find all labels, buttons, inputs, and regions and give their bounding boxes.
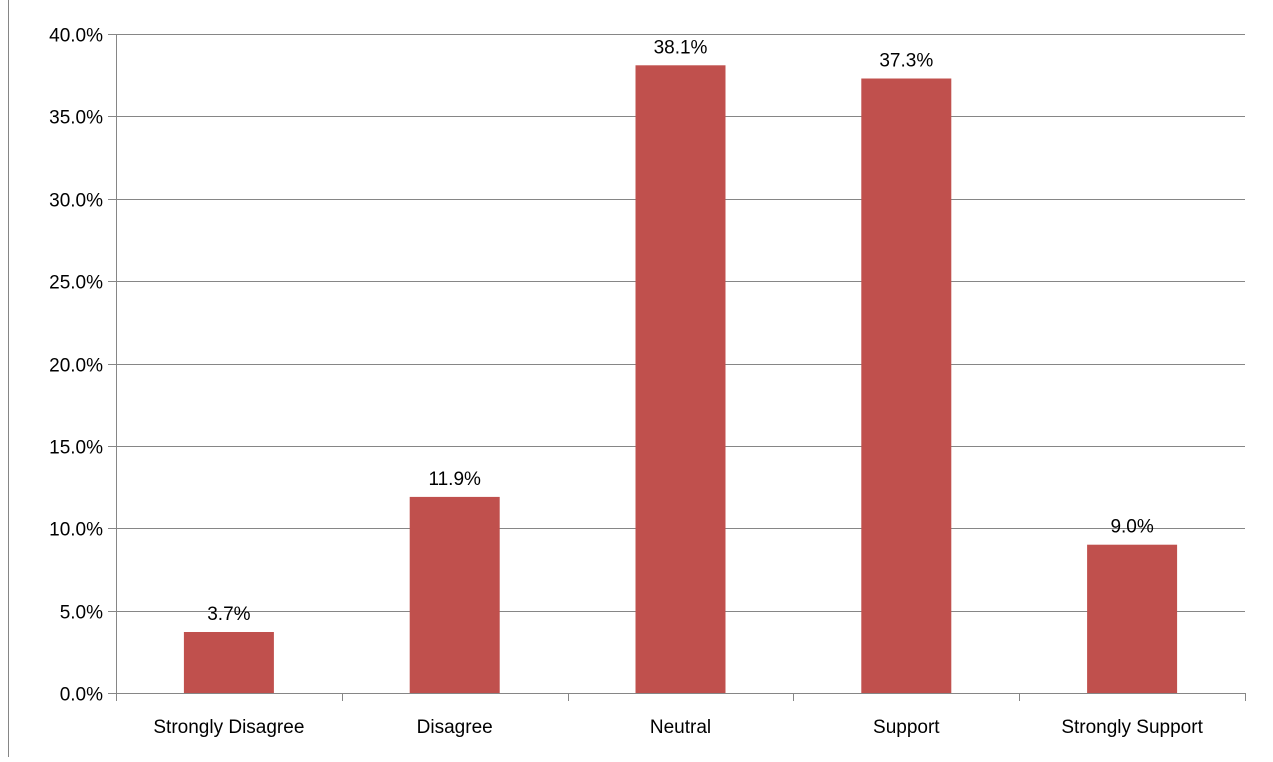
bar — [635, 65, 726, 694]
y-tick-label: 5.0% — [60, 603, 103, 624]
bar-value-label: 9.0% — [1110, 517, 1153, 538]
y-tick-label: 30.0% — [49, 191, 103, 212]
x-category-label: Support — [873, 717, 940, 738]
bar-value-label: 11.9% — [428, 469, 481, 490]
x-category-label: Disagree — [417, 717, 493, 738]
labels: 0.0% 5.0% 10.0% 15.0% 20.0% 25.0% 30.0% 35.0% 40… — [49, 26, 1203, 739]
y-tick-label: 40.0% — [49, 26, 103, 47]
bar-value-label: 3.7% — [207, 604, 250, 625]
y-tick-label: 10.0% — [49, 520, 103, 541]
bar-value-label: 37.3% — [879, 51, 933, 72]
bar-value-label: 38.1% — [654, 37, 708, 58]
x-category-label: Neutral — [650, 717, 711, 738]
bars — [183, 65, 1178, 694]
bar — [183, 632, 274, 693]
axes — [108, 34, 1246, 701]
bar — [1087, 544, 1178, 693]
y-tick-label: 15.0% — [49, 438, 103, 459]
y-tick-label: 20.0% — [49, 356, 103, 377]
y-tick-label: 25.0% — [49, 273, 103, 294]
y-tick-label: 0.0% — [60, 685, 103, 706]
x-category-label: Strongly Support — [1061, 717, 1203, 738]
bar — [861, 78, 952, 693]
bar — [409, 496, 500, 693]
x-category-label: Strongly Disagree — [153, 717, 304, 738]
y-tick-label: 35.0% — [49, 108, 103, 129]
